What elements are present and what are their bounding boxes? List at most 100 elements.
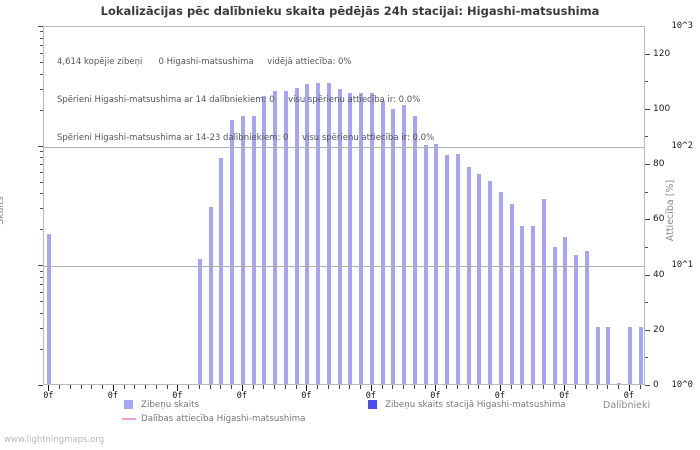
bar	[617, 383, 622, 384]
bar	[412, 115, 417, 384]
x-axis-tick	[554, 385, 555, 389]
bar	[466, 167, 471, 384]
y-axis-left-minor-tick	[40, 277, 43, 278]
y-axis-right-tick-label: 20	[653, 324, 665, 335]
x-axis-tick-label: 0f	[236, 391, 247, 401]
y-axis-right-tick	[645, 54, 650, 55]
x-axis-tick	[607, 385, 608, 389]
x-axis-tick	[392, 385, 393, 389]
x-axis-tick	[188, 385, 189, 389]
x-axis-tick	[220, 385, 221, 389]
y-axis-right-tick-label: 80	[653, 159, 665, 170]
x-axis-tick	[532, 385, 533, 389]
bar	[380, 101, 385, 384]
bar	[595, 326, 600, 384]
bar	[197, 259, 202, 384]
y-axis-left-tick	[38, 265, 43, 266]
y-axis-left-minor-tick	[40, 172, 43, 173]
x-axis-tick-label: 0f	[172, 391, 183, 401]
y-axis-left-minor-tick	[40, 292, 43, 293]
x-axis-tick-label: 0f	[301, 391, 312, 401]
bar	[423, 144, 428, 384]
x-axis-tick-label: 0f	[107, 391, 118, 401]
x-axis-tick	[425, 385, 426, 389]
y-axis-left-minor-tick	[40, 45, 43, 46]
x-axis-tick	[124, 385, 125, 389]
bar	[445, 154, 450, 384]
bar	[230, 120, 235, 384]
x-axis-tick	[403, 385, 404, 389]
y-axis-right-tick	[645, 385, 650, 386]
y-axis-left-minor-tick	[40, 53, 43, 54]
bar	[326, 82, 331, 384]
x-axis-tick	[500, 385, 501, 391]
bar	[584, 250, 589, 384]
bar	[262, 96, 267, 384]
y-axis-left-minor-tick	[40, 89, 43, 90]
bar	[316, 83, 321, 384]
x-axis-tick	[511, 385, 512, 389]
bar	[240, 116, 245, 384]
chart-legend: Zibeņu skaits Zibeņu skaits stacijā Higa…	[0, 396, 700, 436]
x-axis-tick	[306, 385, 307, 391]
x-axis-tick	[586, 385, 587, 389]
x-axis-tick	[328, 385, 329, 389]
y-axis-left: Skaits	[0, 0, 43, 450]
x-axis-tick	[575, 385, 576, 389]
bar	[47, 233, 52, 384]
bar	[283, 91, 288, 384]
x-axis-tick	[242, 385, 243, 391]
bar	[391, 108, 396, 384]
legend-label-ratio-line: Dalības attiecība Higashi-matsushima	[141, 414, 306, 424]
bar	[509, 203, 514, 384]
y-axis-left-minor-tick	[40, 38, 43, 39]
x-axis-tick	[640, 385, 641, 389]
bar	[219, 157, 224, 384]
x-axis-tick	[457, 385, 458, 389]
y-axis-right-tick	[645, 330, 650, 331]
x-axis-tick	[349, 385, 350, 389]
chart-title: Lokalizācijas pēc dalībnieku skaita pēdē…	[100, 4, 600, 18]
x-axis-tick	[210, 385, 211, 389]
x-axis-tick	[274, 385, 275, 389]
x-axis-tick	[199, 385, 200, 389]
y-axis-left-minor-tick	[40, 284, 43, 285]
y-axis-left-tick	[38, 26, 43, 27]
y-axis-right-minor-tick	[645, 81, 648, 82]
watermark: www.lightningmaps.org	[4, 435, 105, 445]
y-axis-right-minor-tick	[645, 247, 648, 248]
bar	[498, 192, 503, 384]
legend-swatch-station-count	[368, 400, 377, 409]
legend-swatch-lightning-count	[124, 400, 133, 409]
x-axis-tick	[478, 385, 479, 389]
bar	[455, 153, 460, 384]
x-axis-tick	[177, 385, 178, 391]
x-axis-tick	[360, 385, 361, 389]
y-axis-left-tick-label: 10^1	[671, 260, 693, 271]
y-axis-left-minor-tick	[40, 157, 43, 158]
y-axis-right-minor-tick	[645, 302, 648, 303]
x-axis-tick	[263, 385, 264, 389]
bar-series-lightning-count	[44, 27, 644, 384]
bar	[305, 84, 310, 384]
bar	[563, 236, 568, 384]
bar	[520, 225, 525, 384]
bar	[638, 326, 643, 384]
x-axis-tick	[382, 385, 383, 389]
x-axis-tick	[489, 385, 490, 389]
x-axis-tick	[231, 385, 232, 389]
x-axis-tick-label: 0f	[559, 391, 570, 401]
y-axis-left-tick	[38, 146, 43, 147]
y-axis-right-tick	[645, 164, 650, 165]
y-axis-left-minor-tick	[40, 164, 43, 165]
x-axis-tick	[543, 385, 544, 389]
x-axis-tick	[564, 385, 565, 391]
x-axis-tick	[414, 385, 415, 389]
annotation-line-1: 4,614 kopējie zibeņi 0 Higashi-matsushim…	[57, 57, 352, 68]
x-axis-tick	[113, 385, 114, 391]
x-axis-tick	[435, 385, 436, 391]
y-axis-right-tick-label: 100	[653, 103, 671, 114]
annotation-block: 4,614 kopējie zibeņi 0 Higashi-matsushim…	[57, 31, 434, 170]
x-axis-tick-label: 0f	[430, 391, 441, 401]
